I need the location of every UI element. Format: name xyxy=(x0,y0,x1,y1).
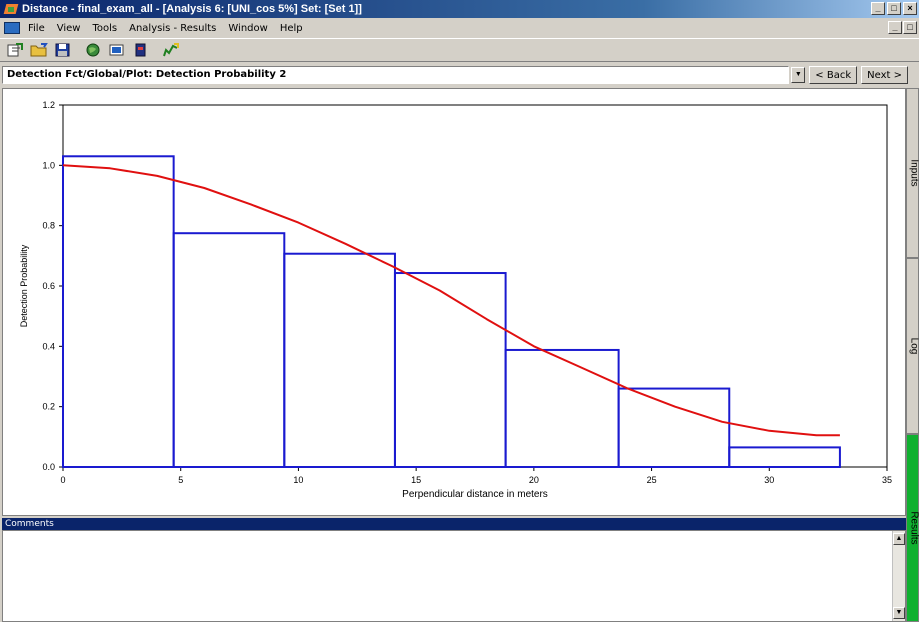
tab-inputs-label: Inputs xyxy=(908,159,919,187)
y-tick-label: 0.0 xyxy=(42,462,55,472)
histogram-bar xyxy=(504,348,620,469)
window-controls: _ □ × xyxy=(871,2,917,15)
tab-inputs[interactable]: Inputs xyxy=(906,88,919,258)
y-tick-label: 0.4 xyxy=(42,341,55,351)
y-tick-label: 0.6 xyxy=(42,281,55,291)
y-tick-label: 1.2 xyxy=(42,100,55,110)
save-disk-icon[interactable] xyxy=(52,40,74,60)
histogram-bar xyxy=(728,446,841,468)
next-button[interactable]: Next > xyxy=(861,66,908,84)
menu-bar: File View Tools Analysis - Results Windo… xyxy=(0,18,919,38)
menu-analysis-results[interactable]: Analysis - Results xyxy=(129,22,217,34)
breadcrumb: Detection Fct/Global/Plot: Detection Pro… xyxy=(2,66,790,84)
comments-textarea[interactable]: ▲ ▼ xyxy=(2,530,906,622)
back-button[interactable]: < Back xyxy=(809,66,858,84)
side-tabs: Inputs Log Results xyxy=(906,88,919,622)
maximize-button[interactable]: □ xyxy=(887,2,901,15)
x-tick-label: 25 xyxy=(647,475,657,485)
comments-scrollbar[interactable]: ▲ ▼ xyxy=(892,531,905,621)
histogram-bar xyxy=(283,252,396,468)
tab-log-label: Log xyxy=(908,337,919,355)
y-tick-label: 0.8 xyxy=(42,221,55,231)
close-button[interactable]: × xyxy=(903,2,917,15)
y-axis-label: Detection Probability xyxy=(19,244,29,327)
plot-frame xyxy=(62,104,888,468)
menu-file[interactable]: File xyxy=(28,22,45,34)
data-grid-icon[interactable] xyxy=(106,40,128,60)
histogram-bar xyxy=(62,155,175,469)
menu-window[interactable]: Window xyxy=(228,22,268,34)
toolbar xyxy=(0,38,919,62)
tab-results-label: Results xyxy=(908,511,919,545)
menu-help[interactable]: Help xyxy=(279,22,303,34)
database-icon[interactable] xyxy=(130,40,152,60)
x-tick-label: 20 xyxy=(529,475,539,485)
histogram-bar xyxy=(617,387,731,469)
histogram-bar xyxy=(393,272,507,468)
open-folder-icon[interactable] xyxy=(28,40,50,60)
new-analysis-icon[interactable] xyxy=(4,40,26,60)
y-tick-label: 1.0 xyxy=(42,160,55,170)
y-tick-label: 0.2 xyxy=(42,402,55,412)
x-tick-label: 5 xyxy=(178,475,183,485)
window-title: Distance - final_exam_all - [Analysis 6:… xyxy=(22,3,362,15)
scroll-down-arrow-icon[interactable]: ▼ xyxy=(893,607,905,619)
navigation-row: Detection Fct/Global/Plot: Detection Pro… xyxy=(2,64,908,86)
x-tick-label: 30 xyxy=(764,475,774,485)
menu-tools[interactable]: Tools xyxy=(92,22,118,34)
x-tick-label: 35 xyxy=(882,475,892,485)
document-icon[interactable] xyxy=(4,22,20,34)
fitted-detection-curve xyxy=(62,164,840,437)
globe-icon[interactable] xyxy=(82,40,104,60)
doc-restore-button[interactable]: □ xyxy=(903,21,917,34)
x-tick-label: 0 xyxy=(60,475,65,485)
tab-results[interactable]: Results xyxy=(906,434,919,622)
breadcrumb-dropdown-button[interactable]: ▼ xyxy=(791,67,806,83)
app-icon xyxy=(4,2,18,16)
menu-view[interactable]: View xyxy=(56,22,81,34)
scroll-up-arrow-icon[interactable]: ▲ xyxy=(893,533,905,545)
x-tick-label: 10 xyxy=(293,475,303,485)
tab-log[interactable]: Log xyxy=(906,258,919,434)
minimize-button[interactable]: _ xyxy=(871,2,885,15)
x-tick-label: 15 xyxy=(411,475,421,485)
comments-header: Comments xyxy=(2,518,906,530)
x-axis-label: Perpendicular distance in meters xyxy=(402,489,548,500)
chart-wizard-icon[interactable] xyxy=(160,40,182,60)
detection-probability-chart: 0.0 0.2 0.4 0.6 0.8 1.0 1.2 0 5 10 15 20 25 30 35 Perpe… xyxy=(19,100,892,500)
doc-minimize-button[interactable]: _ xyxy=(888,21,902,34)
document-window-controls: _ □ xyxy=(888,21,917,34)
histogram-bar xyxy=(172,232,286,468)
title-bar: Distance - final_exam_all - [Analysis 6:… xyxy=(0,0,919,18)
chart-panel: 0.0 0.2 0.4 0.6 0.8 1.0 1.2 0 5 10 15 20 25 30 35 Perpe… xyxy=(2,88,906,516)
